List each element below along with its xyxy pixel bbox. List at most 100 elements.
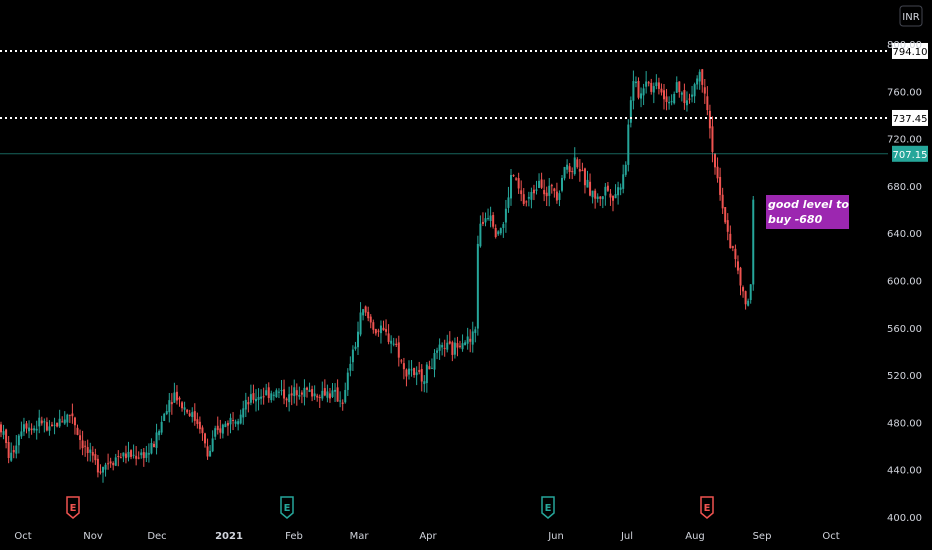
candle-body (198, 421, 201, 430)
candle-body (489, 215, 492, 222)
candle-body (145, 452, 148, 458)
price-tick-label: 400.00 (887, 513, 922, 524)
candle-body (186, 409, 189, 413)
currency-button[interactable]: INR (899, 5, 923, 27)
candle-body (237, 421, 240, 425)
candle-body (15, 445, 18, 454)
price-level-label: 794.10 (893, 47, 928, 58)
candle-body (328, 393, 331, 399)
candle-body (459, 345, 461, 347)
candle-body (163, 413, 166, 421)
candle-body (420, 368, 423, 382)
annotation-box[interactable]: good level to buy -680 (766, 195, 849, 229)
candle-body (206, 446, 209, 457)
candle-body (683, 90, 686, 104)
candle-body (357, 331, 359, 348)
candle-body (89, 449, 92, 453)
candle-body (502, 224, 505, 228)
earnings-marker[interactable]: E (541, 496, 555, 519)
price-tick-label: 560.00 (887, 324, 922, 335)
candle-body (283, 389, 286, 399)
candle-body (696, 78, 699, 85)
candle-body (66, 414, 69, 423)
candle-body (392, 343, 395, 345)
candle-body (464, 342, 467, 346)
candle-body (476, 243, 479, 329)
candle-body (520, 190, 523, 195)
price-axis[interactable]: 400.00 440.00 480.00 520.00 560.00 600.00 640.… (887, 40, 922, 524)
candle-body (188, 413, 191, 416)
price-tick-label: 680.00 (887, 182, 922, 193)
candle-body (20, 431, 23, 437)
candle-body (425, 364, 428, 384)
candle-body (481, 221, 484, 224)
candle-body (277, 391, 280, 393)
candle-body (58, 418, 61, 427)
candle-body (341, 402, 344, 404)
candle-body (497, 231, 500, 235)
time-tick-label: Jul (620, 531, 633, 542)
candle-body (637, 81, 640, 98)
candle-body (507, 197, 510, 208)
candle-body (61, 421, 64, 423)
time-axis[interactable]: Oct Nov Dec 2021 Feb Mar Apr Jun Jul Aug Sep Oct (14, 531, 839, 542)
candle-body (130, 450, 133, 457)
candle-body (71, 413, 74, 417)
time-tick-label: Jun (547, 531, 564, 542)
candle-body (627, 124, 630, 165)
candle-body (617, 187, 620, 196)
candle-body (540, 179, 543, 188)
earnings-marker[interactable]: E (280, 496, 294, 519)
candle-body (515, 178, 518, 180)
candle-body (267, 387, 270, 399)
time-tick-label: Oct (14, 531, 31, 542)
candle-body (193, 411, 196, 421)
candle-body (94, 454, 97, 461)
candle-body (734, 248, 737, 260)
candle-body (132, 454, 135, 456)
price-tick-label: 600.00 (887, 277, 922, 288)
candle-body (5, 429, 8, 444)
candle-body (331, 390, 334, 397)
candle-body (693, 84, 696, 97)
candle-body (698, 71, 701, 82)
candle-body (234, 421, 237, 424)
candle-body (532, 189, 535, 194)
candle-body (589, 181, 592, 196)
candle-body (548, 185, 551, 196)
candle-body (385, 329, 388, 332)
candle-body (599, 196, 602, 199)
earnings-marker[interactable]: E (700, 496, 714, 519)
candle-body (81, 440, 84, 449)
candle-body (158, 431, 161, 436)
current-price-label: 707.15 (893, 150, 928, 161)
candle-body (262, 396, 265, 398)
candle-body (153, 443, 155, 448)
candle-body (670, 101, 673, 103)
candle-body (135, 455, 138, 459)
candle-body (678, 81, 681, 93)
candle-body (504, 208, 507, 223)
candle-body (387, 333, 390, 342)
candle-body (563, 166, 566, 179)
candle-body (430, 367, 433, 369)
candle-body (260, 396, 263, 399)
earnings-marker[interactable]: E (66, 496, 80, 519)
candle-body (369, 316, 372, 323)
annotation-background (766, 195, 849, 229)
candle-body (48, 426, 51, 431)
candle-body (601, 196, 604, 200)
candle-body (581, 170, 584, 172)
candle-body (183, 407, 186, 410)
candle-body (323, 388, 326, 396)
candle-body (339, 400, 342, 402)
candle-body (397, 342, 400, 358)
candle-body (492, 215, 495, 227)
candle-body (739, 267, 742, 286)
candle-body (553, 188, 556, 192)
candle-body (474, 329, 477, 333)
candle-body (272, 394, 275, 396)
candle-body (303, 387, 306, 397)
candle-body (173, 392, 176, 403)
